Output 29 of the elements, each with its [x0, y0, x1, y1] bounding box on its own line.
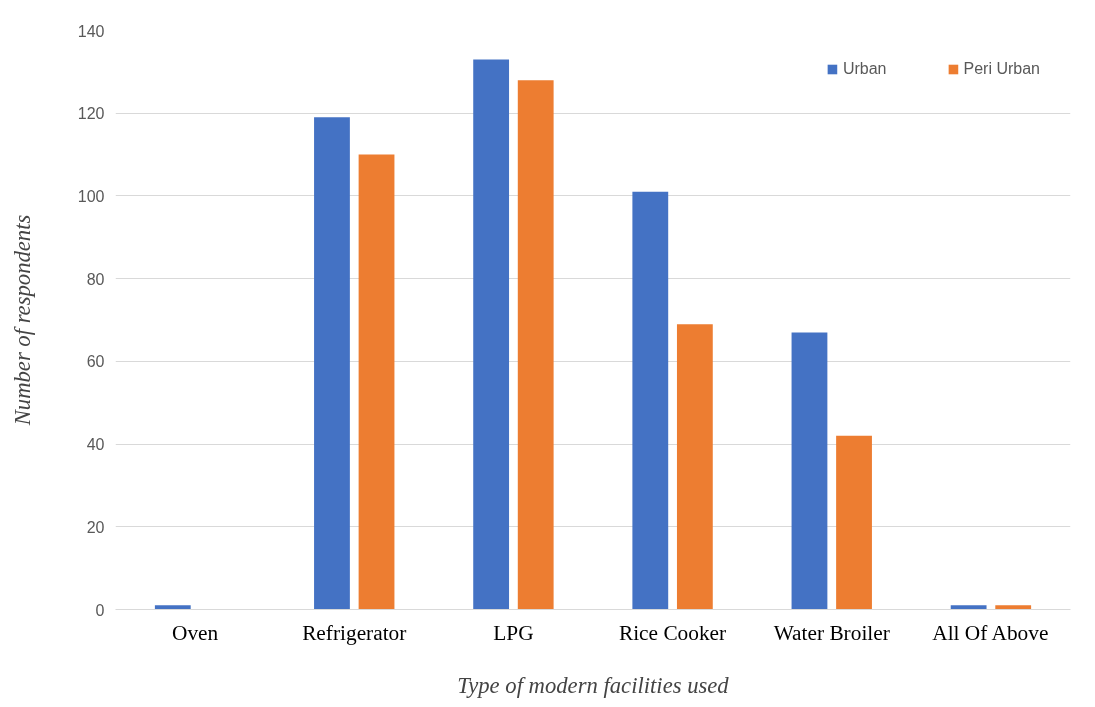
x-tick-label: Oven — [171, 620, 219, 645]
bar — [791, 332, 828, 610]
bar — [473, 59, 510, 610]
bar — [517, 80, 554, 610]
x-tick-label: Water Broiler — [773, 620, 890, 645]
y-tick-label: 100 — [77, 187, 105, 205]
legend-label: Urban — [842, 60, 887, 78]
bar — [314, 117, 350, 610]
bar — [836, 435, 872, 610]
x-tick-label: LPG — [493, 620, 534, 645]
y-tick-label: 40 — [86, 436, 105, 454]
y-axis-title: Number of respondents — [9, 214, 35, 427]
y-tick-label: 80 — [86, 270, 105, 288]
y-tick-label: 140 — [77, 22, 105, 40]
y-tick-label: 20 — [86, 518, 105, 536]
bar — [358, 154, 395, 610]
legend-label: Peri Urban — [963, 60, 1040, 78]
bar — [154, 605, 191, 610]
y-tick-label: 120 — [77, 105, 105, 123]
x-tick-label: Refrigerator — [302, 620, 407, 645]
y-tick-label: 60 — [86, 353, 105, 371]
bar — [995, 605, 1032, 610]
bar — [950, 605, 987, 610]
x-axis-title: Type of modern facilities used — [457, 672, 730, 698]
bar — [632, 191, 669, 610]
x-tick-label: Rice Cooker — [618, 620, 727, 645]
x-tick-label: All Of Above — [932, 620, 1049, 645]
bar — [676, 324, 713, 610]
y-tick-label: 0 — [95, 601, 105, 619]
